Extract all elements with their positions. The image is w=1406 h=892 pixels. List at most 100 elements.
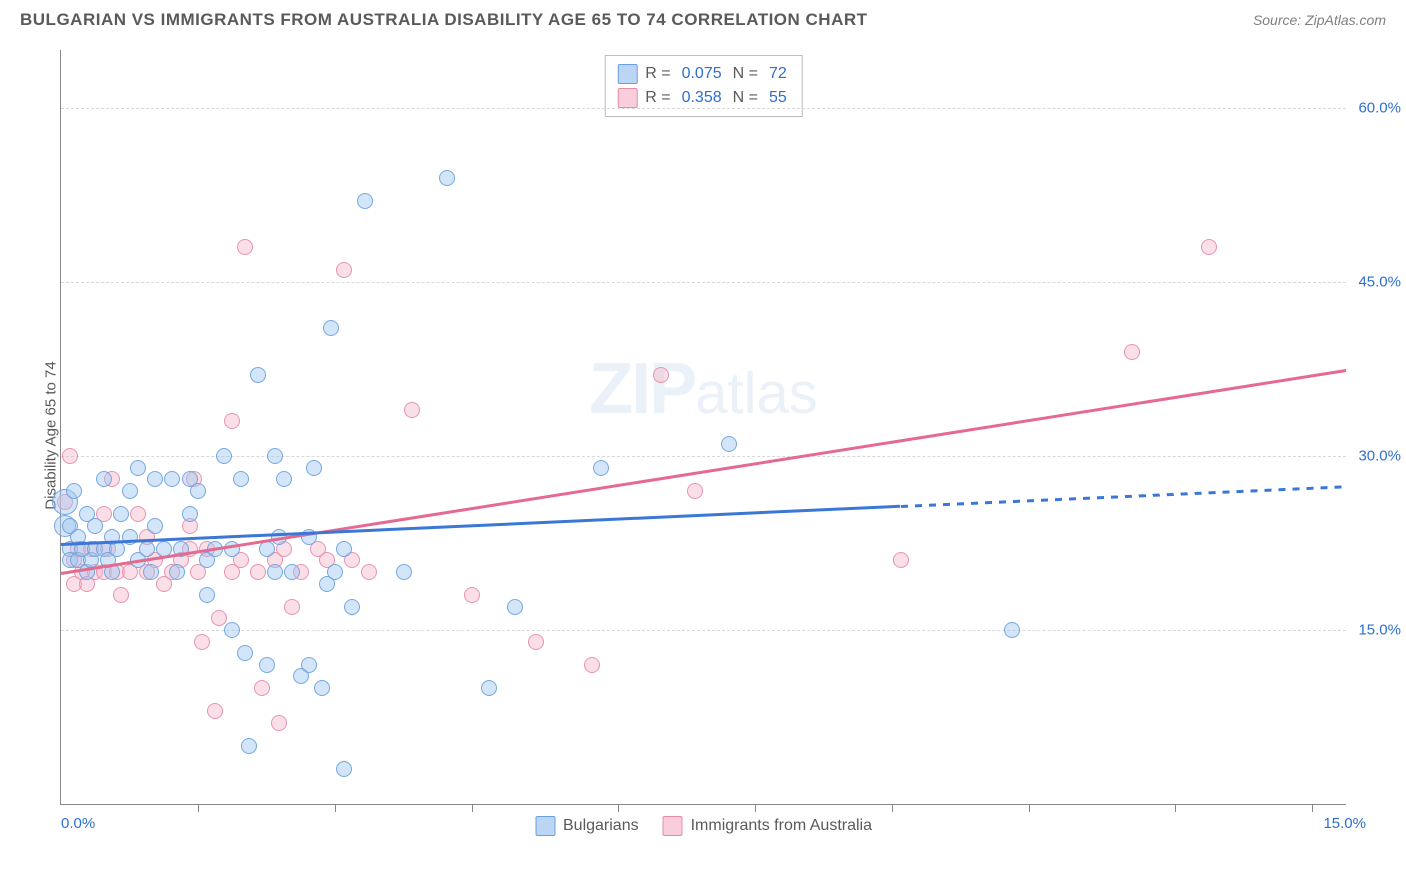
x-axis-min-label: 0.0% [61, 815, 95, 832]
legend-row-pink: R = 0.358 N = 55 [617, 86, 790, 110]
scatter-point [224, 413, 240, 429]
scatter-point [344, 599, 360, 615]
scatter-point [164, 471, 180, 487]
scatter-point [237, 645, 253, 661]
x-tick [892, 804, 893, 812]
scatter-point [267, 564, 283, 580]
scatter-point [259, 541, 275, 557]
scatter-point [584, 657, 600, 673]
scatter-point [1201, 239, 1217, 255]
scatter-point [284, 599, 300, 615]
x-tick [335, 804, 336, 812]
scatter-point [336, 541, 352, 557]
scatter-point [893, 552, 909, 568]
y-axis-label: Disability Age 65 to 74 [43, 361, 60, 509]
scatter-point [327, 564, 343, 580]
scatter-point [259, 657, 275, 673]
scatter-point [301, 657, 317, 673]
scatter-point [254, 680, 270, 696]
gridline [61, 282, 1346, 283]
scatter-point [276, 471, 292, 487]
swatch-pink-icon [617, 88, 637, 108]
trend-line [61, 369, 1346, 574]
watermark: ZIPatlas [589, 348, 818, 430]
swatch-blue-icon [617, 64, 637, 84]
scatter-point [194, 634, 210, 650]
gridline [61, 630, 1346, 631]
x-axis-max-label: 15.0% [1323, 815, 1366, 832]
scatter-point [113, 506, 129, 522]
legend-item-bulgarians: Bulgarians [535, 816, 639, 836]
scatter-point [464, 587, 480, 603]
chart-title: BULGARIAN VS IMMIGRANTS FROM AUSTRALIA D… [20, 10, 868, 30]
y-tick-label: 30.0% [1358, 448, 1401, 465]
y-tick-label: 45.0% [1358, 274, 1401, 291]
x-tick [618, 804, 619, 812]
scatter-point [1124, 344, 1140, 360]
x-tick [1175, 804, 1176, 812]
scatter-point [147, 471, 163, 487]
legend-row-blue: R = 0.075 N = 72 [617, 62, 790, 86]
scatter-point [211, 610, 227, 626]
scatter-point [593, 460, 609, 476]
scatter-point [122, 529, 138, 545]
scatter-point [357, 193, 373, 209]
scatter-point [284, 564, 300, 580]
series-legend: Bulgarians Immigrants from Australia [535, 816, 872, 836]
scatter-point [130, 506, 146, 522]
gridline [61, 456, 1346, 457]
scatter-point [241, 738, 257, 754]
scatter-point [396, 564, 412, 580]
scatter-point [481, 680, 497, 696]
scatter-point [336, 262, 352, 278]
y-tick-label: 60.0% [1358, 100, 1401, 117]
scatter-point [528, 634, 544, 650]
legend-item-immigrants: Immigrants from Australia [663, 816, 872, 836]
y-tick-label: 15.0% [1358, 622, 1401, 639]
scatter-point [122, 483, 138, 499]
source-attribution: Source: ZipAtlas.com [1253, 12, 1386, 28]
scatter-point [139, 541, 155, 557]
x-tick [198, 804, 199, 812]
scatter-point [182, 506, 198, 522]
scatter-point [507, 599, 523, 615]
scatter-point [250, 367, 266, 383]
chart-container: Disability Age 65 to 74 ZIPatlas R = 0.0… [20, 35, 1386, 855]
scatter-point [687, 483, 703, 499]
scatter-point [207, 703, 223, 719]
scatter-point [66, 483, 82, 499]
scatter-point [361, 564, 377, 580]
x-tick [1029, 804, 1030, 812]
gridline [61, 108, 1346, 109]
scatter-point [113, 587, 129, 603]
scatter-point [224, 622, 240, 638]
scatter-point [147, 518, 163, 534]
swatch-blue-icon [535, 816, 555, 836]
x-tick [1312, 804, 1313, 812]
x-tick [472, 804, 473, 812]
swatch-pink-icon [663, 816, 683, 836]
scatter-point [721, 436, 737, 452]
scatter-point [190, 483, 206, 499]
scatter-point [96, 471, 112, 487]
scatter-point [267, 448, 283, 464]
plot-area: Disability Age 65 to 74 ZIPatlas R = 0.0… [60, 50, 1346, 805]
scatter-point [237, 239, 253, 255]
scatter-point [62, 448, 78, 464]
header: BULGARIAN VS IMMIGRANTS FROM AUSTRALIA D… [0, 0, 1406, 35]
scatter-point [314, 680, 330, 696]
scatter-point [323, 320, 339, 336]
trend-line [900, 485, 1346, 507]
scatter-point [439, 170, 455, 186]
scatter-point [404, 402, 420, 418]
scatter-point [87, 518, 103, 534]
x-tick [755, 804, 756, 812]
scatter-point [1004, 622, 1020, 638]
scatter-point [199, 587, 215, 603]
scatter-point [216, 448, 232, 464]
scatter-point [169, 564, 185, 580]
scatter-point [271, 715, 287, 731]
scatter-point [336, 761, 352, 777]
scatter-point [306, 460, 322, 476]
scatter-point [233, 471, 249, 487]
